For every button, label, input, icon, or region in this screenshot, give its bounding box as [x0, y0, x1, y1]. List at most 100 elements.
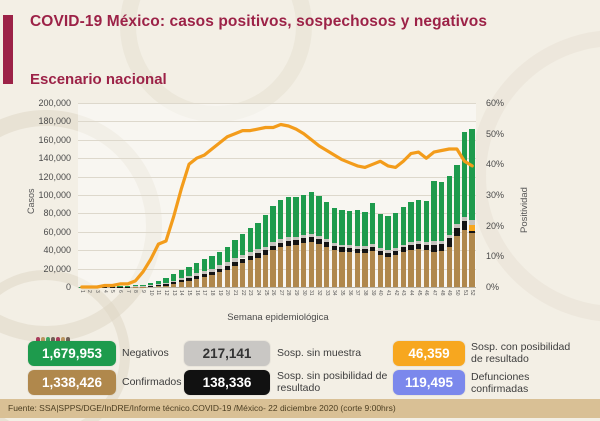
- y-tick-left: 80,000: [43, 208, 71, 219]
- bar-week-13-sosp_sin_posibilidad: [170, 282, 177, 285]
- bar-week-33-sosp_sin_muestra: [324, 239, 330, 242]
- bar-week-39-confirmados: [369, 251, 376, 287]
- bar-week-44-confirmados: [408, 250, 414, 287]
- negativos-label: Negativos: [122, 347, 169, 359]
- x-tick-week-32: 32: [316, 290, 323, 296]
- bar-week-14-negativos: [178, 270, 184, 278]
- bar-week-32-sosp_sin_muestra: [316, 235, 322, 240]
- bar-week-15-sosp_sin_muestra: [186, 275, 192, 278]
- bar-week-38-sosp_sin_posibilidad: [362, 248, 368, 253]
- bar-week-35-confirmados: [339, 252, 345, 287]
- bar-week-42-confirmados: [392, 254, 399, 287]
- bar-week-23-sosp_sin_muestra: [247, 252, 253, 256]
- bar-week-47-negativos: [431, 181, 437, 242]
- bar-week-19-sosp_sin_posibilidad: [216, 268, 223, 273]
- bar-week-11-sosp_sin_muestra: [155, 284, 162, 286]
- bar-week-51-sosp_sin_posibilidad: [461, 220, 468, 230]
- x-tick-week-19: 19: [216, 290, 223, 296]
- bar-week-25-sosp_sin_posibilidad: [262, 250, 269, 255]
- x-tick-week-36: 36: [346, 290, 353, 296]
- bar-week-22-negativos: [239, 233, 246, 255]
- bar-week-27-negativos: [278, 199, 284, 240]
- bar-week-8-negativos: [132, 285, 139, 286]
- bar-week-21-sosp_sin_posibilidad: [232, 261, 238, 266]
- bar-week-25-sosp_sin_muestra: [262, 246, 269, 251]
- x-tick-week-20: 20: [224, 290, 231, 296]
- x-tick-week-27: 27: [277, 290, 284, 296]
- gridline: [78, 213, 476, 215]
- bar-week-51-confirmados: [461, 229, 468, 287]
- bar-week-19-sosp_sin_muestra: [216, 265, 223, 269]
- bar-week-16-confirmados: [193, 278, 200, 287]
- bar-week-34-negativos: [331, 207, 338, 243]
- x-tick-week-16: 16: [193, 290, 200, 296]
- bar-week-46-sosp_sin_posibilidad: [423, 244, 429, 251]
- confirmados-label: Confirmados: [122, 376, 182, 388]
- bar-week-42-sosp_sin_posibilidad: [392, 250, 399, 255]
- sosp-sin-muestra-value-badge: 217,141: [184, 341, 270, 366]
- bar-week-49-confirmados: [446, 246, 452, 287]
- source-band: Fuente: SSA|SPPS/DGE/InDRE/Informe técni…: [0, 399, 600, 418]
- y-axis-label-right: Positividad: [519, 187, 530, 233]
- bar-week-18-negativos: [209, 255, 215, 269]
- bar-week-34-sosp_sin_muestra: [331, 242, 338, 246]
- confirmados-value-badge: 1,338,426: [28, 370, 116, 395]
- gridline: [78, 250, 476, 252]
- gridline: [78, 158, 476, 160]
- bar-week-30-confirmados: [301, 242, 307, 287]
- bar-week-20-negativos: [224, 246, 230, 263]
- defunciones-label: Defunciones confirmadas: [471, 371, 530, 396]
- sosp-sin-posibilidad-value-badge: 138,336: [184, 370, 270, 395]
- bar-week-27-confirmados: [278, 247, 284, 287]
- bar-week-30-sosp_sin_muestra: [301, 235, 307, 239]
- bar-week-12-sosp_sin_muestra: [163, 282, 169, 285]
- bar-week-50-sosp_sin_muestra: [454, 224, 460, 229]
- y-tick-left: 40,000: [43, 245, 71, 256]
- x-tick-week-38: 38: [362, 290, 369, 296]
- bar-week-10-negativos: [148, 283, 154, 285]
- y-tick-right: 40%: [486, 159, 505, 170]
- title-accent-bar: [3, 15, 13, 84]
- bar-week-26-sosp_sin_muestra: [270, 241, 276, 246]
- bar-week-34-confirmados: [331, 250, 338, 287]
- bar-week-12-sosp_sin_posibilidad: [163, 284, 169, 286]
- bar-week-38-sosp_sin_muestra: [362, 246, 368, 249]
- bar-week-40-negativos: [377, 214, 383, 248]
- gridline: [78, 103, 476, 104]
- x-tick-week-4: 4: [101, 290, 108, 293]
- bar-week-11-confirmados: [155, 286, 162, 287]
- bar-week-40-confirmados: [377, 254, 383, 287]
- bar-week-30-sosp_sin_posibilidad: [301, 238, 307, 243]
- bar-week-22-sosp_sin_posibilidad: [239, 258, 246, 264]
- bar-week-48-sosp_sin_posibilidad: [438, 243, 445, 252]
- bar-week-33-negativos: [324, 202, 330, 240]
- bar-week-28-sosp_sin_posibilidad: [285, 241, 292, 246]
- x-tick-week-51: 51: [461, 290, 468, 296]
- bar-week-51-sosp_sin_muestra: [461, 216, 468, 221]
- bar-week-11-sosp_sin_posibilidad: [155, 285, 162, 287]
- bar-week-8-sosp_sin_muestra: [132, 285, 139, 287]
- bar-week-17-sosp_sin_muestra: [201, 270, 207, 274]
- x-tick-week-14: 14: [178, 290, 185, 296]
- bar-week-49-sosp_sin_posibilidad: [446, 238, 452, 247]
- bar-week-26-confirmados: [270, 250, 276, 287]
- bar-week-29-sosp_sin_muestra: [293, 236, 299, 241]
- x-tick-week-6: 6: [117, 290, 124, 293]
- x-tick-week-12: 12: [163, 290, 170, 296]
- bar-week-45-sosp_sin_muestra: [415, 241, 422, 244]
- x-tick-week-15: 15: [185, 290, 192, 296]
- bar-week-12-confirmados: [163, 285, 169, 287]
- bar-week-14-confirmados: [178, 282, 184, 287]
- bar-week-41-confirmados: [385, 256, 391, 287]
- x-tick-week-22: 22: [239, 290, 246, 296]
- bar-week-15-sosp_sin_posibilidad: [186, 277, 192, 281]
- bar-week-36-negativos: [347, 210, 353, 246]
- x-tick-week-17: 17: [201, 290, 208, 296]
- x-tick-week-46: 46: [423, 290, 430, 296]
- bar-week-24-sosp_sin_posibilidad: [255, 252, 261, 258]
- bar-week-15-negativos: [186, 266, 192, 276]
- defunciones-value-badge: 119,495: [393, 370, 465, 395]
- bar-week-29-negativos: [293, 196, 299, 237]
- bar-week-38-negativos: [362, 211, 368, 247]
- x-tick-week-9: 9: [140, 290, 147, 293]
